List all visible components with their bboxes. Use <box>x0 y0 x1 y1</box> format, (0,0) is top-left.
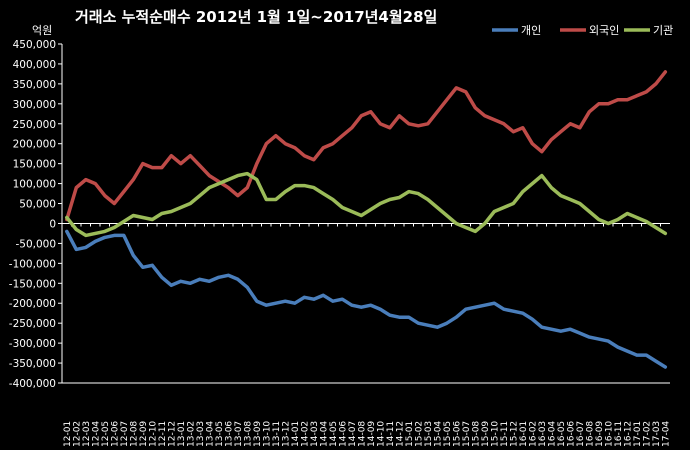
unit-label: 억원 <box>32 24 52 37</box>
x-tick-label: 12-07 <box>120 421 130 447</box>
x-tick-label: 14-05 <box>329 421 339 447</box>
x-tick-label: 13-06 <box>224 421 234 447</box>
legend: 개인 외국인 기관 <box>492 24 673 37</box>
y-tick-label: 0 <box>49 218 56 230</box>
y-tick-label: -350,000 <box>9 358 56 370</box>
x-tick-label: 13-03 <box>196 421 206 447</box>
x-tick-label: 13-02 <box>186 421 196 447</box>
x-tick-label: 15-02 <box>414 421 424 447</box>
legend-label-2: 기관 <box>653 24 673 37</box>
x-tick-label: 13-01 <box>177 421 187 447</box>
x-tick-label: 16-12 <box>623 421 633 447</box>
x-tick-label: 14-10 <box>376 421 386 447</box>
y-tick-label: -200,000 <box>9 298 56 310</box>
y-axis: 450,000 400,000 350,000 300,000 250,000 200,0… <box>9 39 62 390</box>
x-tick-label: 12-03 <box>82 421 92 447</box>
x-tick-label: 16-04 <box>547 421 557 447</box>
x-tick-label: 15-10 <box>490 421 500 447</box>
y-tick-label: 200,000 <box>13 139 56 151</box>
y-tick-label: 450,000 <box>13 39 56 51</box>
x-tick-label: 16-09 <box>595 421 605 447</box>
legend-label-0: 개인 <box>521 24 541 37</box>
x-tick-label: 12-06 <box>110 421 120 447</box>
series-line-2 <box>65 171 668 238</box>
series-line-1 <box>65 70 668 222</box>
x-tick-label: 13-10 <box>262 421 272 447</box>
x-tick-label: 13-07 <box>234 421 244 447</box>
x-tick-label: 16-05 <box>557 421 567 447</box>
y-tick-label: -150,000 <box>9 278 56 290</box>
x-tick-label: 13-09 <box>253 421 263 447</box>
x-tick-label: 14-07 <box>348 421 358 447</box>
x-tick-label: 15-07 <box>462 421 472 447</box>
x-tick-label: 13-11 <box>272 421 282 447</box>
x-tick-label: 16-06 <box>566 421 576 447</box>
y-tick-label: -100,000 <box>9 258 56 270</box>
x-tick-label: 17-03 <box>652 421 662 447</box>
x-tick-label: 12-10 <box>148 421 158 447</box>
x-tick-label: 16-03 <box>538 421 548 447</box>
x-tick-label: 12-01 <box>63 421 73 447</box>
chart-title: 거래소 누적순매수 2012년 1월 1일~2017년4월28일 <box>75 8 437 26</box>
x-tick-label: 15-03 <box>424 421 434 447</box>
y-tick-label: -300,000 <box>9 338 56 350</box>
x-tick-label: 16-11 <box>614 421 624 447</box>
y-tick-label: 300,000 <box>13 99 56 111</box>
y-tick-label: 250,000 <box>13 119 56 131</box>
x-tick-label: 14-09 <box>367 421 377 447</box>
x-tick-label: 12-08 <box>129 421 139 447</box>
x-tick-label: 14-04 <box>319 421 329 447</box>
x-tick-label: 17-02 <box>642 421 652 447</box>
x-tick-label: 16-02 <box>528 421 538 447</box>
x-tick-label: 14-11 <box>386 421 396 447</box>
y-tick-label: 150,000 <box>13 159 56 171</box>
x-tick-label: 15-01 <box>405 421 415 447</box>
x-axis: 12-01 12-02 12-03 12-04 12-05 12-06 12-07 12-08… <box>61 223 671 447</box>
x-tick-label: 15-05 <box>443 421 453 447</box>
y-tick-label: 400,000 <box>13 59 56 71</box>
y-tick-label: 50,000 <box>19 199 56 211</box>
x-tick-label: 13-05 <box>215 421 225 447</box>
x-tick-label: 14-03 <box>310 421 320 447</box>
x-tick-label: 17-04 <box>661 421 671 447</box>
x-tick-label: 15-12 <box>509 421 519 447</box>
legend-label-1: 외국인 <box>589 24 619 37</box>
x-tick-label: 13-08 <box>243 421 253 447</box>
x-tick-label: 12-12 <box>167 421 177 447</box>
y-tick-label: -50,000 <box>15 238 56 250</box>
x-tick-label: 13-12 <box>281 421 291 447</box>
x-tick-label: 12-09 <box>139 421 149 447</box>
y-tick-label: 100,000 <box>13 179 56 191</box>
x-tick-label: 12-05 <box>101 421 111 447</box>
x-tick-label: 14-06 <box>338 421 348 447</box>
x-tick-label: 15-09 <box>481 421 491 447</box>
x-tick-label: 16-01 <box>519 421 529 447</box>
x-tick-label: 15-06 <box>452 421 462 447</box>
x-tick-label: 15-11 <box>500 421 510 447</box>
y-tick-label: -250,000 <box>9 318 56 330</box>
series-line-0 <box>65 229 668 369</box>
x-tick-label: 14-08 <box>357 421 367 447</box>
x-tick-label: 15-04 <box>433 421 443 447</box>
x-tick-label: 13-04 <box>205 421 215 447</box>
x-tick-label: 15-08 <box>471 421 481 447</box>
x-tick-label: 12-04 <box>91 421 101 447</box>
x-tick-label: 16-07 <box>576 421 586 447</box>
series-layer <box>65 70 668 369</box>
y-tick-label: 350,000 <box>13 79 56 91</box>
x-tick-label: 16-08 <box>585 421 595 447</box>
x-tick-label: 14-01 <box>291 421 301 447</box>
x-tick-label: 17-01 <box>633 421 643 447</box>
x-tick-label: 14-02 <box>300 421 310 447</box>
x-tick-label: 12-11 <box>158 421 168 447</box>
x-tick-label: 12-02 <box>72 421 82 447</box>
x-tick-label: 14-12 <box>395 421 405 447</box>
y-tick-label: -400,000 <box>9 378 56 390</box>
x-tick-label: 16-10 <box>604 421 614 447</box>
